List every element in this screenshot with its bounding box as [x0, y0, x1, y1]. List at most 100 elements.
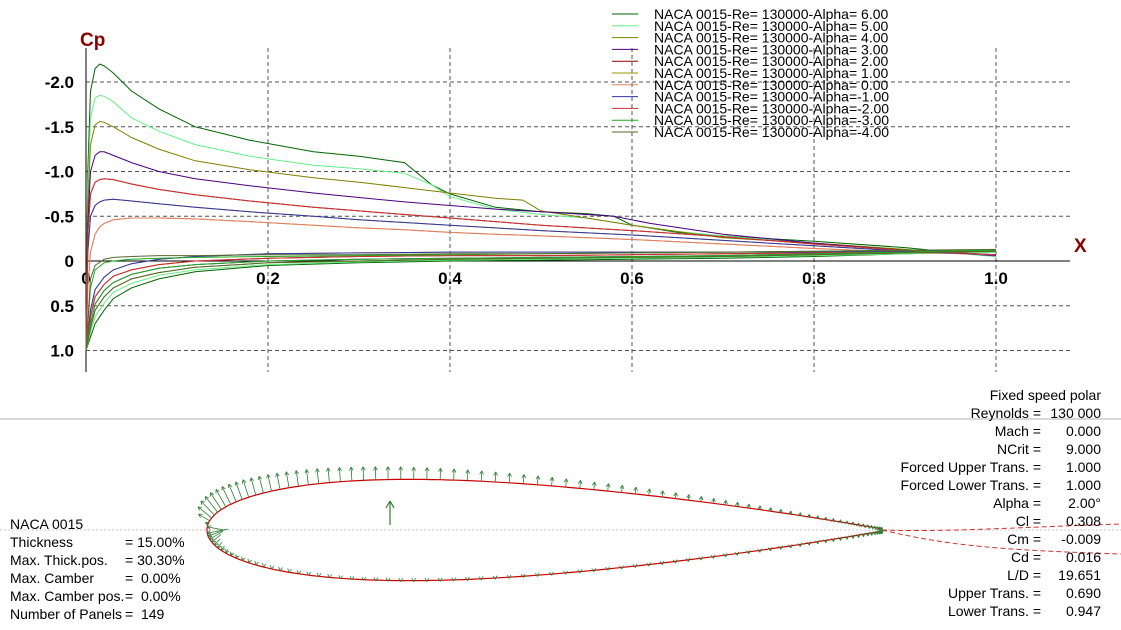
pressure-arrow-head	[768, 507, 773, 512]
pressure-arrow-head	[326, 467, 331, 472]
pressure-arrow-head	[349, 575, 355, 580]
cp-graph-panel[interactable]: 0 0.2 0.4 0.6 0.8 1.0 -2.0 -1.5 -1.0 -0.5 0 0.5 1.0 C…	[0, 0, 1121, 420]
foil-info-row: Max. Thick.pos. = 30.30%	[10, 551, 185, 569]
legend-entry: NACA 0015-Re= 130000-Alpha=-4.00	[654, 124, 889, 140]
pressure-arrow-head	[254, 560, 259, 566]
pressure-arrow-head	[830, 518, 836, 523]
foil-info-value: = 15.00%	[125, 534, 185, 550]
pressure-arrow-head	[734, 551, 740, 556]
pressure-arrow-head	[398, 466, 403, 471]
foil-info-key: Max. Thick.pos.	[10, 552, 108, 568]
pressure-arrow	[565, 478, 567, 488]
pressure-arrow	[217, 542, 223, 549]
legend-entry: NACA 0015-Re= 130000-Alpha= 0.00	[654, 77, 888, 93]
pressure-arrow-head	[646, 488, 652, 493]
polar-info-key: L/D =	[1007, 567, 1041, 583]
pressure-arrow	[211, 534, 222, 543]
pressure-arrow-head	[235, 554, 240, 559]
pressure-arrow	[204, 496, 218, 513]
pressure-arrow	[208, 528, 227, 537]
pressure-arrow-head	[438, 468, 443, 472]
pressure-arrow-head	[797, 512, 803, 517]
pressure-arrow-head	[234, 481, 239, 486]
pressure-arrow-head	[549, 571, 554, 576]
pressure-arrow-head	[478, 576, 484, 581]
pressure-arrow	[250, 477, 257, 496]
pressure-arrow-head	[591, 481, 597, 486]
polar-info-value: 19.651	[1058, 567, 1101, 583]
pressure-arrow-head	[605, 483, 611, 488]
series-line-upper	[85, 217, 997, 351]
pressure-arrow-head	[385, 466, 391, 471]
pressure-arrow-head	[398, 577, 404, 582]
x-tick-label: 0.2	[256, 269, 280, 288]
polar-info-row: L/D = 19.651	[901, 566, 1101, 584]
pressure-arrow-head	[373, 577, 379, 582]
pressure-arrow-head	[660, 490, 665, 495]
polar-info-value: 9.000	[1065, 441, 1101, 457]
series-line-upper	[85, 120, 997, 351]
pressure-arrow-head	[465, 469, 471, 474]
pressure-arrow-head	[204, 496, 210, 501]
pressure-arrow-head	[337, 467, 342, 472]
foil-info-block: NACA 0015 Thickness = 15.00% Max. Thick.po…	[10, 515, 185, 623]
polar-info-value: 0.016	[1065, 549, 1101, 565]
pressure-arrows	[197, 466, 884, 582]
pressure-arrow-head	[872, 525, 877, 530]
pressure-arrow-head	[855, 533, 861, 538]
pressure-arrow	[235, 481, 243, 500]
polar-info-value: 0.000	[1065, 423, 1101, 439]
polar-info-row: NCrit = 9.000	[901, 440, 1101, 458]
foil-info-row: Max. Camber = 0.00%	[10, 569, 185, 587]
pressure-arrow-head	[823, 538, 828, 543]
pressure-arrow	[221, 486, 232, 505]
y-tick-label: 1.0	[50, 342, 74, 361]
series-8	[85, 178, 997, 351]
pressure-arrow-head	[385, 577, 391, 582]
pressure-arrow-head	[577, 569, 582, 574]
pressure-arrow-head	[225, 549, 230, 554]
pressure-arrow	[551, 477, 553, 486]
pressure-arrow-head	[686, 494, 691, 499]
pressure-arrow-head	[205, 521, 210, 527]
pressure-arrow-head	[424, 577, 430, 582]
polar-info-row: Forced Lower Trans. = 1.000	[901, 476, 1101, 494]
pressure-arrow-head	[451, 468, 457, 473]
pressure-arrow	[209, 530, 224, 540]
polar-info-row: Reynolds = 130 000	[901, 404, 1101, 422]
legend-entry: NACA 0015-Re= 130000-Alpha=-3.00	[654, 112, 889, 128]
foil-upper-surface	[206, 478, 882, 531]
foil-info-key: Number of Panels	[10, 606, 123, 622]
pressure-arrow-head	[241, 479, 247, 484]
pressure-arrow-head	[757, 548, 762, 553]
foil-info-key: Max. Camber	[10, 570, 95, 586]
pressure-arrow	[508, 473, 511, 483]
polar-info-block: Fixed speed polar Reynolds = 130 000 Mach …	[901, 386, 1101, 620]
pressure-arrow	[295, 470, 299, 487]
series-line-upper	[85, 249, 997, 351]
pressure-arrow	[674, 492, 677, 499]
x-tick-label: 0.8	[802, 269, 826, 288]
pressure-arrow-head	[348, 466, 354, 471]
pressure-arrow-head	[806, 513, 812, 519]
pressure-arrow-head	[860, 523, 866, 528]
foil-info-row: Thickness = 15.00%	[10, 533, 185, 551]
foil-info-key: Max. Camber pos.	[10, 588, 125, 604]
series-line-upper	[85, 178, 997, 351]
series-4	[85, 178, 997, 351]
polar-info-key: Forced Upper Trans. =	[900, 459, 1041, 475]
pressure-arrow-head	[221, 486, 226, 491]
foil-info-value: = 30.30%	[125, 552, 185, 568]
pressure-arrow-head	[327, 574, 332, 579]
pressure-arrow	[327, 467, 330, 483]
pressure-arrow-head	[269, 564, 275, 570]
foil-view-panel[interactable]	[0, 420, 1121, 630]
polar-info-row: Mach = 0.000	[901, 422, 1101, 440]
cp-chart: 0 0.2 0.4 0.6 0.8 1.0 -2.0 -1.5 -1.0 -0.5 0 0.5 1.0 C…	[45, 6, 1087, 372]
grid	[86, 48, 1070, 372]
polar-info-value: -0.009	[1061, 531, 1101, 547]
pressure-arrow-head	[844, 535, 849, 540]
foil-info-key: Thickness	[10, 534, 74, 550]
pressure-arrow-head	[266, 474, 271, 479]
polar-info-value: 0.308	[1065, 513, 1101, 529]
